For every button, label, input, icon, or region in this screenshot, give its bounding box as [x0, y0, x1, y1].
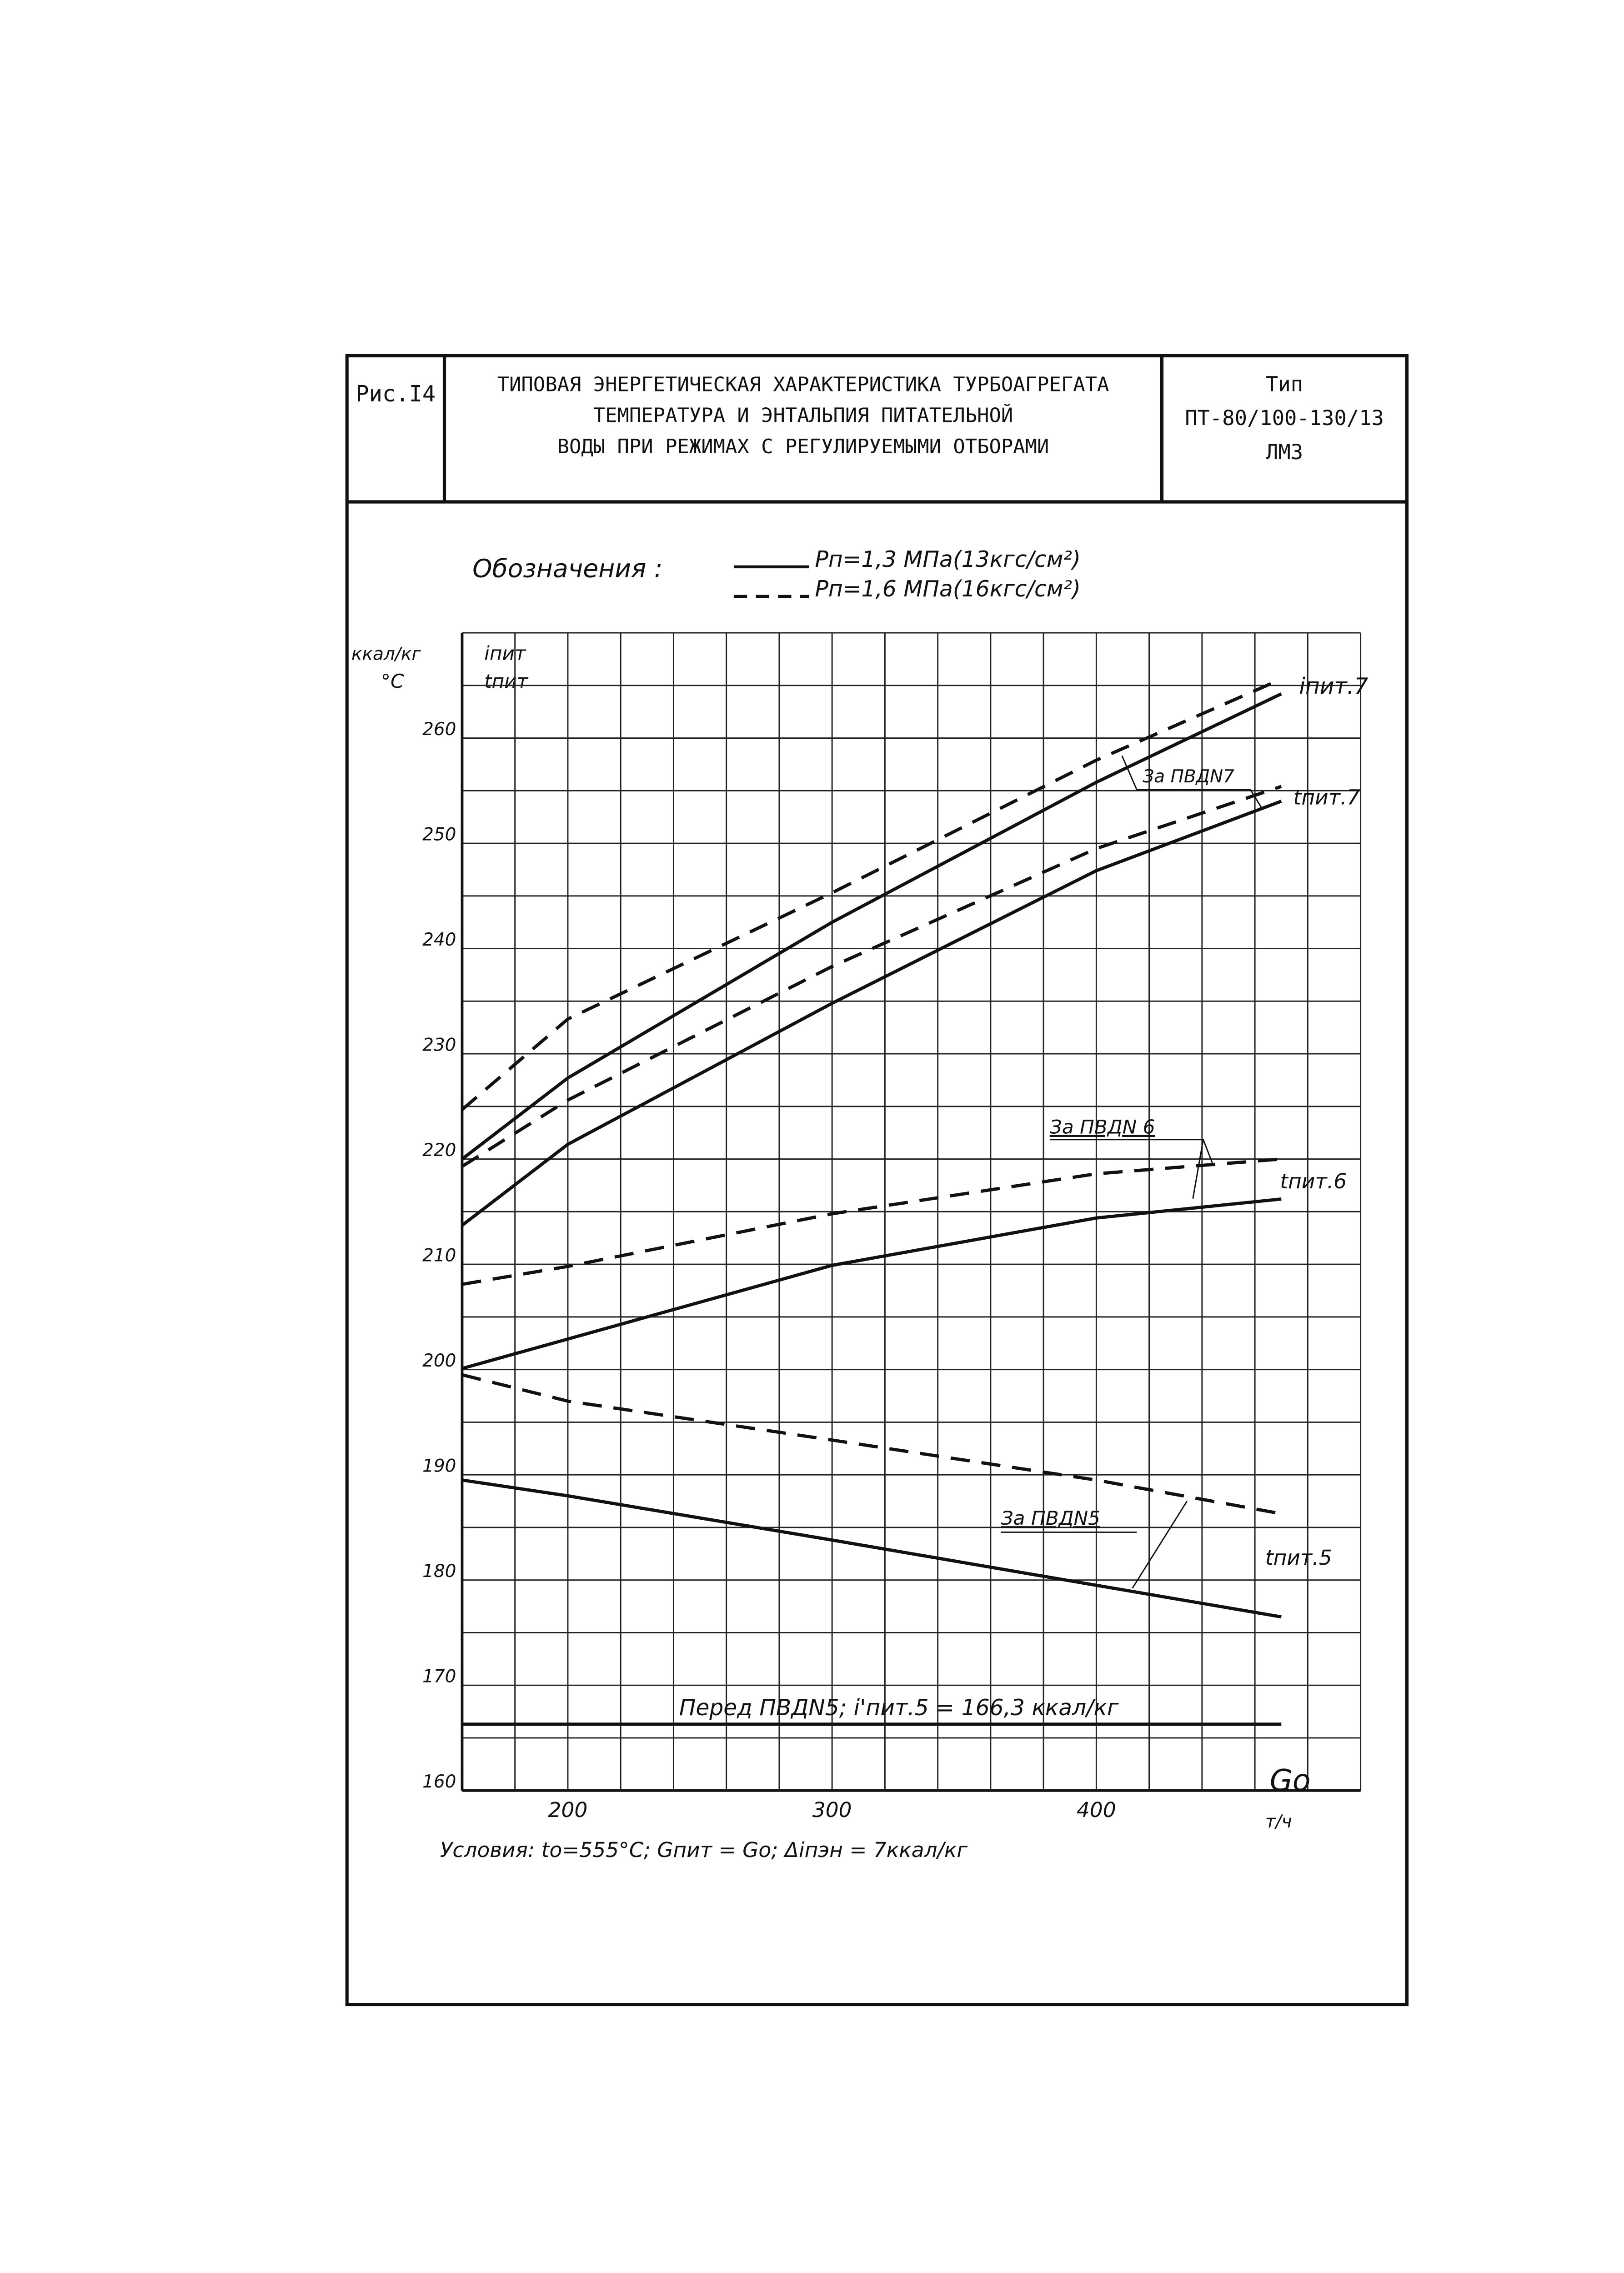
series-line: [461, 692, 1282, 1161]
y-tick-label: 180: [422, 1561, 456, 1582]
x-axis-units: т/ч: [1265, 1812, 1292, 1832]
x-tick-label: 200: [548, 1798, 588, 1822]
series-line: [461, 785, 1282, 1168]
turbine-model: ПТ-80/100-130/13: [1185, 406, 1384, 430]
series-line: [461, 1197, 1282, 1370]
title-line-2: ТЕМПЕРАТУРА И ЭНТАЛЬПИЯ ПИТАТЕЛЬНОЙ: [593, 403, 1013, 427]
leader-pvd5: [1132, 1501, 1188, 1589]
sheet-frame: [345, 354, 1409, 2007]
legend-solid-label: Pп=1,3 МПа(13кгс/см²): [815, 547, 1080, 572]
label-t-pit7: tпит.7: [1293, 786, 1360, 810]
legend-title: Обозначения :: [472, 555, 662, 584]
label-pvd6: За ПВДN 6: [1050, 1116, 1155, 1138]
y-tick-label: 250: [422, 825, 456, 845]
y-tick-label: 230: [422, 1035, 456, 1056]
y-tick-label: 200: [422, 1351, 456, 1371]
series-line: [461, 1373, 1282, 1516]
x-axis-label: Go: [1270, 1764, 1311, 1798]
axis-ticks: 160 170 180 190 200 210 220 230 240 250 260 200 300 4…: [422, 719, 1116, 1822]
legend-dashed-label: Pп=1,6 МПа(16кгс/см²): [815, 576, 1080, 602]
manufacturer: ЛМЗ: [1266, 440, 1303, 464]
conditions-note: Условия: to=555°C; Gпит = Go; Δiпэн = 7к…: [440, 1838, 968, 1862]
y-var-t: tпит: [484, 670, 529, 692]
leader-pvd6: [1049, 1139, 1214, 1167]
y-unit-celsius: °C: [381, 670, 404, 692]
drawing-sheet: Рис.I4 ТИПОВАЯ ЭНЕРГЕТИЧЕСКАЯ ХАРАКТЕРИС…: [345, 354, 1409, 2007]
y-var-i: iпит: [484, 642, 526, 664]
leader-pvd7: [1137, 789, 1263, 810]
title-line-1: ТИПОВАЯ ЭНЕРГЕТИЧЕСКАЯ ХАРАКТЕРИСТИКА ТУ…: [497, 373, 1109, 396]
figure-label: Рис.I4: [356, 381, 436, 407]
type-label: Тип: [1266, 372, 1303, 396]
series-line: [461, 800, 1282, 1227]
y-tick-label: 190: [422, 1456, 456, 1477]
chart-series: [461, 677, 1282, 1726]
label-i-pit7: iпит.7: [1299, 674, 1368, 699]
label-pvd7: За ПВДN7: [1143, 766, 1234, 787]
label-t-pit6: tпит.6: [1280, 1169, 1347, 1193]
y-tick-label: 170: [422, 1667, 456, 1687]
y-tick-label: 260: [422, 719, 456, 740]
chart-grid: [461, 632, 1362, 1792]
title-line-3: ВОДЫ ПРИ РЕЖИМАХ С РЕГУЛИРУЕМЫМИ ОТБОРАМ…: [557, 435, 1049, 458]
series-line: [461, 1157, 1282, 1286]
y-unit-kcal: ккал/кг: [351, 644, 421, 664]
series-line: [461, 1478, 1282, 1619]
leader-pvd6: [1192, 1139, 1204, 1199]
label-pvd5: За ПВДN5: [1001, 1507, 1100, 1529]
y-tick-label: 160: [422, 1772, 456, 1792]
label-t-pit5: tпит.5: [1265, 1546, 1332, 1570]
x-tick-label: 400: [1077, 1798, 1116, 1822]
x-tick-label: 300: [812, 1798, 852, 1822]
leader-pvd7: [1121, 755, 1138, 790]
y-tick-label: 240: [422, 930, 456, 950]
label-before-pvd5: Перед ПВДN5; i'пит.5 = 166,3 ккал/кг: [679, 1695, 1119, 1721]
y-tick-label: 210: [422, 1246, 456, 1266]
y-tick-label: 220: [422, 1140, 456, 1161]
series-line: [461, 677, 1282, 1111]
